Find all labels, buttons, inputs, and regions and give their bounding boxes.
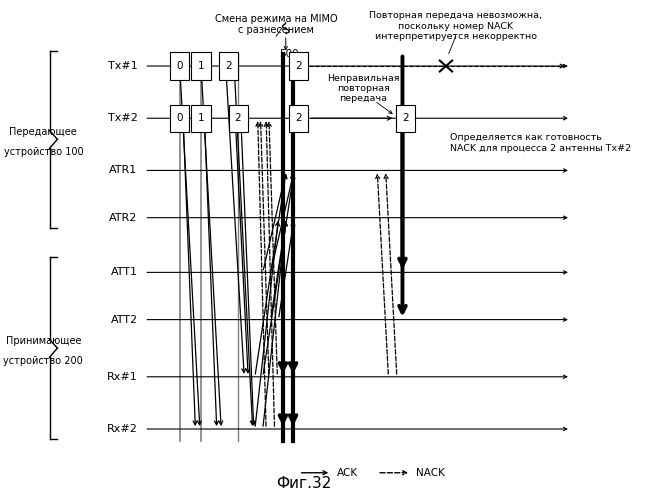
Text: ATR1: ATR1 bbox=[109, 166, 138, 175]
Bar bbox=[170, 52, 189, 80]
Bar bbox=[289, 52, 308, 80]
Text: ACK: ACK bbox=[337, 468, 358, 478]
Text: ATT1: ATT1 bbox=[111, 268, 138, 278]
Text: Rx#1: Rx#1 bbox=[107, 372, 138, 382]
Text: Фиг.32: Фиг.32 bbox=[276, 476, 332, 490]
Text: 0: 0 bbox=[177, 61, 183, 71]
Text: 2: 2 bbox=[235, 113, 241, 123]
Text: Tx#2: Tx#2 bbox=[108, 113, 138, 123]
Text: Повторная передача невозможна,
поскольку номер NACK
интерпретируется некорректно: Повторная передача невозможна, поскольку… bbox=[369, 12, 542, 41]
Text: 2: 2 bbox=[402, 113, 409, 123]
Text: 1: 1 bbox=[198, 113, 204, 123]
Text: ATR2: ATR2 bbox=[109, 212, 138, 222]
Text: 500: 500 bbox=[279, 48, 298, 58]
Text: 0: 0 bbox=[177, 113, 183, 123]
Bar bbox=[396, 104, 415, 132]
Bar bbox=[192, 52, 210, 80]
Bar bbox=[170, 104, 189, 132]
Text: Rx#2: Rx#2 bbox=[107, 424, 138, 434]
Bar bbox=[289, 104, 308, 132]
Text: 1: 1 bbox=[198, 61, 204, 71]
Text: Смена режима на MIMO
с разнесением: Смена режима на MIMO с разнесением bbox=[215, 14, 338, 36]
Text: 2: 2 bbox=[295, 113, 302, 123]
Text: устройство 100: устройство 100 bbox=[3, 147, 83, 157]
Text: устройство 200: устройство 200 bbox=[3, 356, 83, 366]
Text: Tx#1: Tx#1 bbox=[108, 61, 138, 71]
Text: Принимающее: Принимающее bbox=[6, 336, 81, 345]
Text: 2: 2 bbox=[295, 61, 302, 71]
Text: Неправильная
повторная
передача: Неправильная повторная передача bbox=[327, 74, 399, 104]
Bar bbox=[228, 104, 248, 132]
Text: 2: 2 bbox=[225, 61, 232, 71]
Text: Передающее: Передающее bbox=[10, 127, 77, 137]
Bar bbox=[192, 104, 210, 132]
Text: NACK: NACK bbox=[417, 468, 445, 478]
Text: Определяется как готовность
NACK для процесса 2 антенны Tx#2: Определяется как готовность NACK для про… bbox=[450, 133, 631, 152]
Bar bbox=[219, 52, 238, 80]
Text: ATT2: ATT2 bbox=[111, 314, 138, 324]
